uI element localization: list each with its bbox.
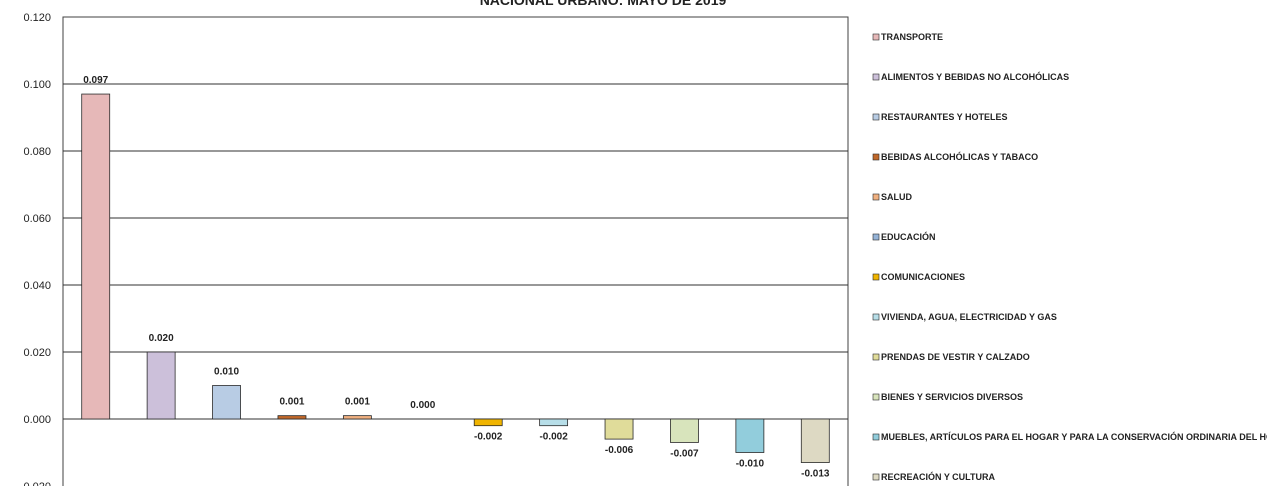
legend-label: VIVIENDA, AGUA, ELECTRICIDAD Y GAS: [881, 312, 1057, 322]
y-tick-label: 0.120: [23, 12, 51, 24]
legend-label: RECREACIÓN Y CULTURA: [881, 471, 996, 482]
bars: [81, 93, 830, 463]
legend-label: MUEBLES, ARTÍCULOS PARA EL HOGAR Y PARA …: [881, 431, 1267, 442]
legend-swatch: [872, 393, 880, 401]
legend-swatch: [872, 233, 880, 241]
data-label: -0.007: [670, 448, 699, 459]
legend-label: EDUCACIÓN: [881, 231, 936, 242]
bar: [81, 93, 111, 420]
bar: [735, 418, 765, 453]
legend-swatch: [872, 473, 880, 481]
data-label: 0.010: [214, 367, 239, 378]
bar: [473, 418, 503, 427]
data-label: 0.001: [345, 397, 370, 408]
y-tick-label: 0.080: [23, 146, 51, 158]
data-label: -0.013: [801, 469, 830, 480]
data-label: -0.010: [736, 459, 765, 470]
legend-swatch: [872, 33, 880, 41]
legend-label: BEBIDAS ALCOHÓLICAS Y TABACO: [881, 151, 1038, 162]
bar: [670, 418, 699, 443]
legend-swatch: [872, 153, 880, 161]
bar: [604, 418, 634, 440]
legend-swatch: [872, 193, 880, 201]
legend-label: BIENES Y SERVICIOS DIVERSOS: [881, 392, 1023, 402]
y-tick-label: 0.040: [23, 280, 51, 292]
y-tick-label: 0.100: [23, 79, 51, 91]
bar: [539, 418, 569, 427]
bar: [800, 418, 830, 463]
legend-label: TRANSPORTE: [881, 32, 943, 42]
y-axis-ticks: -0.020 0.000 0.020 0.040 0.060 0.080 0.100 0.12…: [20, 12, 51, 486]
data-label: 0.001: [279, 397, 304, 408]
gridlines: [63, 83, 848, 420]
data-labels: 0.097 0.020 0.010 0.001 0.001 0.000 -0.002 -0.0…: [83, 75, 830, 480]
plot-area: [62, 16, 849, 486]
legend-swatch: [872, 73, 880, 81]
y-tick-label: -0.020: [20, 481, 51, 486]
legend-label: RESTAURANTES Y HOTELES: [881, 112, 1008, 122]
bar: [212, 385, 241, 420]
y-tick-label: 0.020: [23, 347, 51, 359]
data-label: -0.002: [539, 432, 568, 443]
legend-swatch: [872, 113, 880, 121]
data-label: 0.000: [410, 400, 435, 411]
legend-swatch: [872, 313, 880, 321]
legend: TRANSPORTE ALIMENTOS Y BEBIDAS NO ALCOHÓL…: [872, 32, 1267, 482]
data-label: 0.097: [83, 75, 108, 86]
bar: [277, 415, 307, 420]
data-label: -0.006: [605, 445, 634, 456]
legend-label: ALIMENTOS Y BEBIDAS NO ALCOHÓLICAS: [881, 71, 1069, 82]
y-tick-label: 0.060: [23, 213, 51, 225]
legend-swatch: [872, 353, 880, 361]
chart-title: NACIONAL URBANO: MAYO DE 2019: [480, 0, 727, 8]
legend-swatch: [872, 433, 880, 441]
legend-label: PRENDAS DE VESTIR Y CALZADO: [881, 352, 1030, 362]
legend-label: COMUNICACIONES: [881, 272, 965, 282]
data-label: 0.020: [149, 333, 174, 344]
data-label: -0.002: [474, 432, 503, 443]
legend-swatch: [872, 273, 880, 281]
y-tick-label: 0.000: [23, 414, 51, 426]
legend-label: SALUD: [881, 192, 912, 202]
bar: [146, 351, 176, 420]
bar: [342, 415, 372, 420]
